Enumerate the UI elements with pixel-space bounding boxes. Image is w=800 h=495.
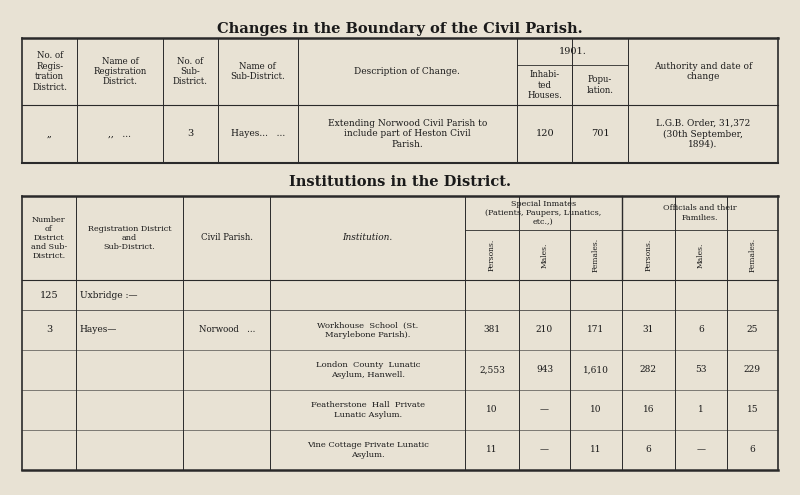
Text: 381: 381 [483, 326, 501, 335]
Text: Hayes...   ...: Hayes... ... [230, 130, 285, 139]
Text: —: — [540, 446, 549, 454]
Text: Civil Parish.: Civil Parish. [201, 234, 253, 243]
Text: —: — [540, 405, 549, 414]
Text: 31: 31 [642, 326, 654, 335]
Text: Description of Change.: Description of Change. [354, 67, 460, 76]
Text: 16: 16 [642, 405, 654, 414]
Text: Changes in the Boundary of the Civil Parish.: Changes in the Boundary of the Civil Par… [217, 22, 583, 36]
Text: ,,: ,, [46, 130, 53, 139]
Text: Females.: Females. [748, 238, 756, 272]
Text: Number
of
District
and Sub-
District.: Number of District and Sub- District. [30, 216, 67, 260]
Text: 3: 3 [46, 326, 52, 335]
Text: 25: 25 [746, 326, 758, 335]
Text: Inhabi-
ted
Houses.: Inhabi- ted Houses. [527, 70, 562, 100]
Text: Females.: Females. [592, 238, 600, 272]
Text: 6: 6 [646, 446, 651, 454]
Text: L.G.B. Order, 31,372
(30th September,
1894).: L.G.B. Order, 31,372 (30th September, 18… [656, 119, 750, 149]
Text: 6: 6 [698, 326, 704, 335]
Text: 11: 11 [486, 446, 498, 454]
Text: Workhouse  School  (St.
Marylebone Parish).: Workhouse School (St. Marylebone Parish)… [317, 321, 418, 339]
Text: Persons.: Persons. [645, 239, 653, 271]
Text: Officials and their
Families.: Officials and their Families. [663, 204, 737, 222]
Text: 2,553: 2,553 [479, 365, 505, 375]
Text: 3: 3 [187, 130, 194, 139]
Text: 229: 229 [744, 365, 761, 375]
Text: 701: 701 [590, 130, 610, 139]
Text: 10: 10 [590, 405, 602, 414]
Text: Extending Norwood Civil Parish to
include part of Heston Civil
Parish.: Extending Norwood Civil Parish to includ… [328, 119, 487, 149]
Text: 210: 210 [536, 326, 553, 335]
Text: 11: 11 [590, 446, 602, 454]
Text: Institution.: Institution. [342, 234, 393, 243]
Text: Persons.: Persons. [488, 239, 496, 271]
Text: ,,   ...: ,, ... [109, 130, 131, 139]
Text: Registration District
and
Sub-District.: Registration District and Sub-District. [88, 225, 171, 251]
Text: Popu-
lation.: Popu- lation. [586, 75, 614, 95]
Text: 943: 943 [536, 365, 553, 375]
Text: No. of
Sub-
District.: No. of Sub- District. [173, 56, 208, 87]
Text: 1901.: 1901. [558, 47, 586, 56]
Text: No. of
Regis-
tration
District.: No. of Regis- tration District. [32, 51, 67, 92]
Text: Institutions in the District.: Institutions in the District. [289, 175, 511, 189]
Text: Norwood   ...: Norwood ... [198, 326, 255, 335]
Text: 125: 125 [39, 291, 58, 299]
Text: 171: 171 [587, 326, 605, 335]
Text: Special Inmates
(Patients, Paupers, Lunatics,
etc.,): Special Inmates (Patients, Paupers, Luna… [485, 200, 602, 226]
Text: 53: 53 [695, 365, 706, 375]
Text: Name of
Sub-District.: Name of Sub-District. [230, 62, 285, 81]
Text: 282: 282 [640, 365, 657, 375]
Text: 120: 120 [535, 130, 554, 139]
Text: Males.: Males. [697, 243, 705, 268]
Text: Males.: Males. [541, 243, 549, 268]
Text: Name of
Registration
District.: Name of Registration District. [94, 56, 146, 87]
Text: 1,610: 1,610 [583, 365, 609, 375]
Text: London  County  Lunatic
Asylum, Hanwell.: London County Lunatic Asylum, Hanwell. [315, 361, 420, 379]
Text: —: — [697, 446, 706, 454]
Text: 6: 6 [750, 446, 755, 454]
Text: Hayes—: Hayes— [80, 326, 117, 335]
Text: 10: 10 [486, 405, 498, 414]
Text: Vine Cottage Private Lunatic
Asylum.: Vine Cottage Private Lunatic Asylum. [306, 442, 429, 458]
Text: 15: 15 [746, 405, 758, 414]
Text: Uxbridge :—: Uxbridge :— [80, 291, 138, 299]
Text: Authority and date of
change: Authority and date of change [654, 62, 752, 81]
Text: Featherstone  Hall  Private
Lunatic Asylum.: Featherstone Hall Private Lunatic Asylum… [310, 401, 425, 419]
Text: 1: 1 [698, 405, 704, 414]
